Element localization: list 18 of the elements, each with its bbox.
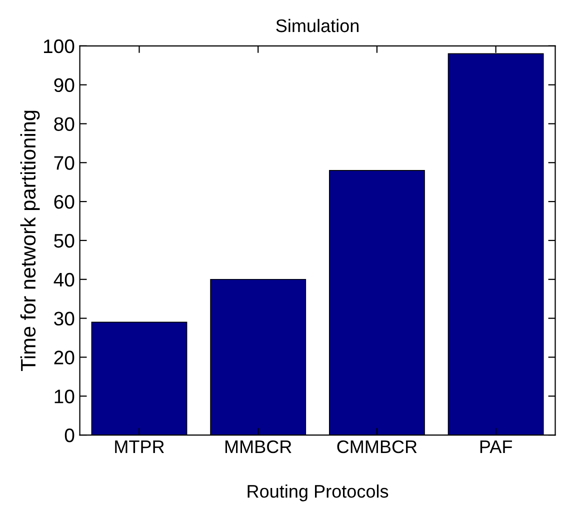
y-axis-title: Time for network partitioning <box>20 110 40 372</box>
y-tick-label: 50 <box>54 234 74 248</box>
y-tick-label: 10 <box>54 390 74 404</box>
y-tick-label: 30 <box>54 312 74 326</box>
x-axis-title: Routing Protocols <box>248 484 388 502</box>
chart-title: Simulation <box>276 18 359 32</box>
y-tick-label: 70 <box>54 156 74 170</box>
y-tick-label: 20 <box>54 350 74 364</box>
y-tick-label: 80 <box>54 117 74 131</box>
x-tick-label: PAF <box>480 440 512 453</box>
y-tick-label: 60 <box>54 195 74 209</box>
y-tick-label: 90 <box>54 78 74 92</box>
x-tick-label: MMBCR <box>225 440 292 454</box>
y-tick-label: 40 <box>54 272 74 287</box>
x-tick-label: CMMBCR <box>337 440 417 454</box>
y-tick-label: 100 <box>44 39 74 54</box>
y-tick-label: 0 <box>64 428 74 442</box>
x-tick-label: MTPR <box>115 440 164 453</box>
